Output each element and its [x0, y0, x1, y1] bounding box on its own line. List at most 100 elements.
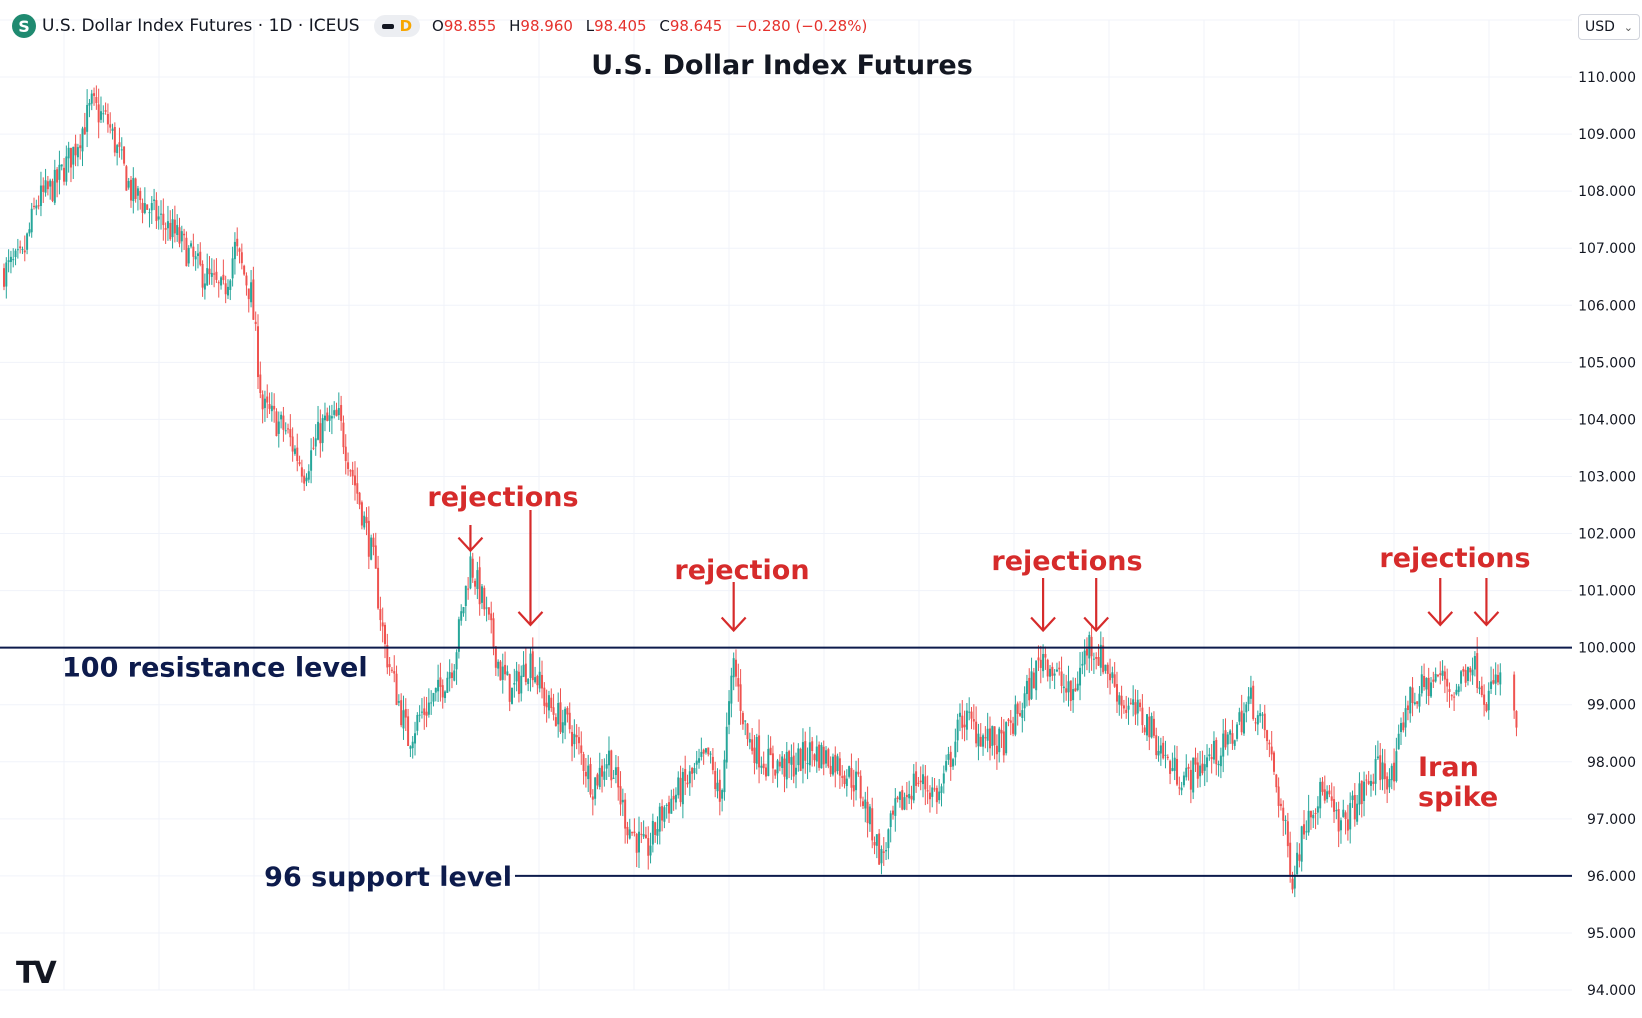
symbol-icon[interactable]: S — [12, 14, 36, 38]
candle-body — [370, 537, 373, 560]
candle-body — [797, 748, 800, 766]
candle-body — [894, 798, 897, 816]
candle-body — [1333, 799, 1336, 812]
candle-body — [37, 205, 40, 207]
currency-selector[interactable]: USD ⌄ — [1578, 14, 1640, 40]
interval-badge[interactable]: D — [373, 15, 421, 37]
candle-body — [1134, 702, 1137, 715]
candle-body — [1178, 787, 1181, 789]
candle-body — [23, 250, 26, 253]
candle-body — [1032, 672, 1035, 689]
candle-body — [330, 416, 333, 419]
tradingview-logo-icon[interactable]: TV — [16, 956, 57, 991]
candle-body — [437, 679, 440, 692]
candle-body — [199, 251, 202, 265]
candle-body — [820, 744, 823, 769]
candle-body — [1141, 707, 1144, 726]
candle-body — [30, 208, 33, 233]
candle-body — [1436, 674, 1439, 677]
candle-body — [460, 611, 463, 621]
candle-body — [829, 765, 832, 775]
candle-body — [166, 221, 169, 229]
candle-body — [1113, 674, 1116, 687]
candle-body — [688, 771, 691, 784]
candle-body — [1007, 719, 1010, 721]
candle-body — [1035, 660, 1038, 691]
candle-body — [1046, 659, 1049, 677]
candle-body — [843, 775, 846, 785]
candle-body — [910, 795, 913, 800]
candle-body — [229, 280, 232, 290]
candle-body — [63, 167, 66, 182]
candle-body — [674, 794, 677, 803]
candle-body — [1300, 826, 1303, 862]
candle-body — [728, 701, 731, 725]
candle-body — [1247, 696, 1250, 705]
annotation-label: rejections — [991, 546, 1142, 577]
candle-body — [1164, 754, 1167, 756]
candle-body — [1224, 730, 1227, 748]
iran-spike-label: Iran — [1418, 752, 1479, 783]
candle-body — [16, 249, 19, 251]
candle-body — [605, 764, 608, 769]
candle-body — [651, 820, 654, 845]
candle-body — [321, 418, 324, 443]
candle-body — [868, 806, 871, 825]
candle-body — [684, 769, 687, 781]
candle-body — [1460, 671, 1463, 684]
candle-body — [1067, 681, 1070, 693]
candle-body — [116, 145, 119, 154]
candle-body — [654, 822, 657, 835]
candle-body — [1439, 673, 1442, 675]
candle-body — [1363, 781, 1366, 802]
chart-title: U.S. Dollar Index Futures — [591, 50, 973, 81]
candle-body — [12, 259, 15, 261]
candle-body — [1423, 676, 1426, 688]
symbol-title[interactable]: U.S. Dollar Index Futures · 1D · ICEUS — [42, 16, 360, 36]
candle-body — [561, 722, 564, 733]
candle-body — [1485, 704, 1488, 712]
price-axis[interactable]: 94.000 95.000 96.000 97.000 98.000 99.000 100.… — [1578, 13, 1636, 999]
y-tick-label: 103.000 — [1578, 469, 1636, 485]
candle-body — [432, 692, 435, 702]
candle-body — [1102, 645, 1105, 673]
candle-body — [291, 436, 294, 452]
candle-body — [1279, 803, 1282, 807]
candle-body — [190, 243, 193, 247]
candle-body — [612, 777, 615, 779]
candle-body — [1430, 682, 1433, 697]
candle-body — [171, 219, 174, 238]
candle-body — [827, 749, 830, 767]
candle-body — [758, 735, 761, 768]
candle-body — [1083, 650, 1086, 665]
candle-body — [420, 711, 423, 713]
candle-body — [1148, 716, 1151, 738]
candle-body — [933, 788, 936, 790]
y-tick-label: 104.000 — [1578, 412, 1636, 428]
candle-body — [245, 275, 248, 286]
candle-body — [1000, 729, 1003, 734]
candle-body — [945, 761, 948, 771]
candle-body — [972, 719, 975, 722]
candle-body — [859, 775, 862, 799]
candle-body — [494, 646, 497, 668]
candle-body — [111, 128, 114, 131]
candle-body — [95, 97, 98, 104]
candle-body — [1330, 796, 1333, 801]
ohlc-close-value: 98.645 — [669, 17, 723, 35]
candle-body — [1182, 775, 1185, 786]
candle-body — [947, 754, 950, 760]
candle-body — [825, 750, 828, 764]
arrow-down-icon — [517, 611, 544, 627]
candle-body — [1236, 724, 1239, 739]
candle-body — [702, 749, 705, 754]
candle-body — [14, 250, 17, 258]
candle-body — [968, 711, 971, 713]
candle-body — [148, 212, 151, 214]
candle-body — [534, 677, 537, 683]
candle-body — [1314, 813, 1317, 815]
support-label: 96 support level — [264, 862, 512, 893]
candle-body — [848, 766, 851, 777]
chevron-down-icon: ⌄ — [1623, 20, 1633, 34]
